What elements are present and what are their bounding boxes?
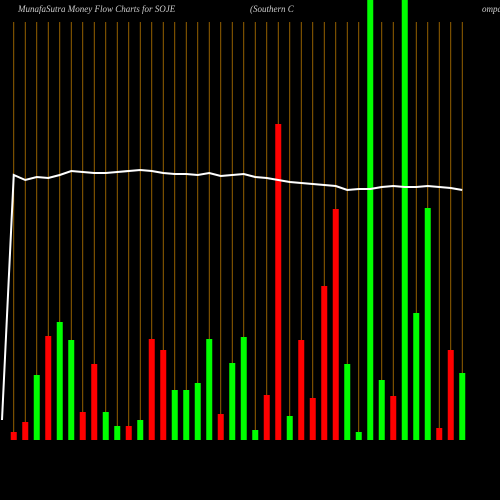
bar: [401, 0, 408, 440]
bar: [114, 426, 121, 440]
bar: [217, 414, 224, 440]
bar: [344, 364, 351, 440]
chart-title: MunafaSutra Money Flow Charts for SOJE: [17, 4, 176, 14]
bar: [183, 390, 190, 440]
bar: [275, 124, 282, 440]
bar: [33, 375, 40, 440]
bar: [160, 350, 167, 440]
bar: [68, 340, 75, 440]
bar: [367, 0, 374, 440]
bar: [229, 363, 236, 440]
bar: [194, 383, 201, 440]
bar: [355, 432, 362, 440]
bar: [286, 416, 293, 440]
bar: [298, 340, 305, 440]
bar: [206, 339, 213, 440]
chart-subtitle: (Southern C: [250, 4, 295, 14]
bar: [91, 364, 98, 440]
bar: [125, 426, 132, 440]
bar: [56, 322, 63, 440]
bar: [321, 286, 328, 440]
bar: [332, 209, 339, 440]
bar: [424, 208, 431, 440]
bar: [45, 336, 52, 440]
bar: [171, 390, 178, 440]
bar: [309, 398, 316, 440]
bar: [390, 396, 397, 440]
chart-subtitle-tail: ompa: [482, 4, 500, 14]
bar: [137, 420, 144, 440]
bar: [102, 412, 109, 440]
bar: [79, 412, 86, 440]
bar: [413, 313, 420, 440]
bar: [10, 432, 17, 440]
bar: [378, 380, 385, 440]
bar: [447, 350, 454, 440]
bar: [459, 373, 466, 440]
bar: [252, 430, 259, 440]
bar: [22, 422, 29, 440]
money-flow-line: [1, 168, 463, 421]
bar: [240, 337, 247, 440]
bar: [263, 395, 270, 440]
bar: [148, 339, 155, 440]
bar: [436, 428, 443, 440]
